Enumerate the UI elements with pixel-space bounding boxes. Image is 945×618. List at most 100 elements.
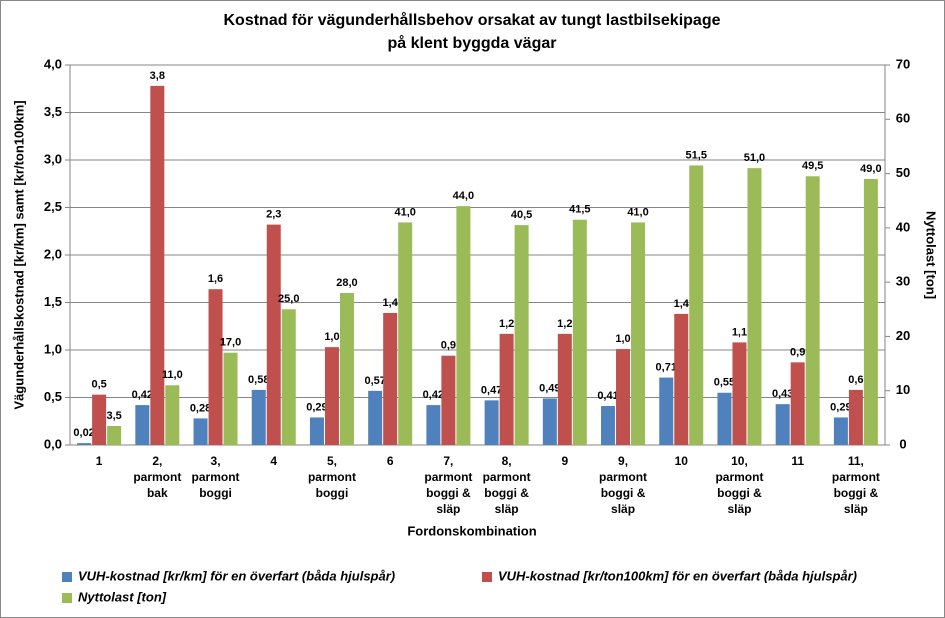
y-tick-label: 2,5 bbox=[44, 199, 62, 214]
y2-tick-label: 60 bbox=[896, 111, 910, 126]
bar bbox=[107, 426, 122, 445]
y-tick-label: 0,0 bbox=[44, 436, 62, 451]
data-label: 0,42 bbox=[132, 389, 153, 401]
bar bbox=[659, 377, 674, 445]
chart-title: på klent byggda vägar bbox=[388, 34, 557, 52]
legend-label: VUH-kostnad [kr/km] för en överfart (båd… bbox=[78, 568, 395, 583]
bar bbox=[514, 225, 529, 445]
data-label: 0,9 bbox=[790, 346, 805, 358]
y-tick-label: 3,0 bbox=[44, 151, 62, 166]
y2-tick-label: 20 bbox=[896, 328, 910, 343]
y-tick-label: 4,0 bbox=[44, 56, 62, 71]
data-label: 3,8 bbox=[150, 70, 165, 82]
bar bbox=[790, 362, 805, 445]
x-tick-label: 4 bbox=[270, 454, 277, 468]
bar bbox=[441, 355, 456, 445]
data-label: 0,47 bbox=[481, 384, 502, 396]
x-tick-label: 3, parmont boggi bbox=[192, 454, 240, 500]
legend-label: Nyttolast [ton] bbox=[78, 589, 167, 604]
chart-title: Kostnad för vägunderhållsbehov orsakat a… bbox=[223, 11, 720, 29]
data-label: 51,0 bbox=[744, 152, 765, 164]
bar bbox=[456, 206, 471, 445]
data-label: 2,3 bbox=[266, 209, 281, 221]
bar bbox=[805, 176, 820, 446]
bar bbox=[674, 313, 689, 445]
bar bbox=[251, 389, 266, 445]
bar bbox=[368, 390, 383, 445]
data-label: 0,42 bbox=[423, 389, 444, 401]
bar bbox=[863, 179, 878, 445]
bar bbox=[77, 443, 92, 445]
data-label: 1,1 bbox=[732, 326, 747, 338]
data-label: 0,57 bbox=[364, 375, 385, 387]
y-tick-label: 2,0 bbox=[44, 246, 62, 261]
bar bbox=[223, 352, 238, 445]
data-label: 0,49 bbox=[539, 382, 560, 394]
data-label: 41,0 bbox=[394, 206, 415, 218]
data-label: 1,2 bbox=[557, 318, 572, 330]
bar bbox=[557, 333, 572, 445]
x-tick-label: 11 bbox=[791, 454, 804, 468]
data-label: 40,5 bbox=[511, 209, 532, 221]
x-tick-label: 5, parmont boggi bbox=[308, 454, 356, 500]
data-label: 0,58 bbox=[248, 374, 269, 386]
data-label: 17,0 bbox=[220, 337, 241, 349]
data-label: 0,43 bbox=[772, 388, 793, 400]
data-label: 0,55 bbox=[714, 377, 735, 389]
data-label: 0,9 bbox=[441, 340, 456, 352]
data-label: 49,0 bbox=[860, 163, 881, 175]
data-label: 1,0 bbox=[615, 333, 630, 345]
y-tick-label: 0,5 bbox=[44, 389, 62, 404]
bar bbox=[484, 400, 499, 445]
y2-tick-label: 50 bbox=[896, 165, 910, 180]
x-tick-label: 7, parmont boggi & släp bbox=[424, 454, 472, 516]
data-label: 3,5 bbox=[106, 410, 121, 422]
bar bbox=[426, 405, 441, 445]
bar bbox=[833, 417, 848, 445]
data-label: 28,0 bbox=[336, 277, 357, 289]
y2-axis-title: Nyttolast [ton] bbox=[924, 211, 939, 299]
data-label: 49,5 bbox=[802, 160, 823, 172]
data-label: 0,29 bbox=[306, 401, 327, 413]
y2-tick-label: 30 bbox=[896, 274, 910, 289]
data-label: 0,41 bbox=[597, 390, 618, 402]
x-tick-label: 10 bbox=[675, 454, 689, 468]
bar bbox=[324, 347, 339, 445]
data-label: 1,0 bbox=[324, 331, 339, 343]
data-label: 0,6 bbox=[848, 374, 863, 386]
data-label: 1,4 bbox=[674, 298, 690, 310]
bar bbox=[383, 312, 398, 445]
bar bbox=[309, 417, 324, 445]
legend-swatch bbox=[482, 572, 492, 582]
bar bbox=[848, 389, 863, 445]
bar bbox=[281, 309, 296, 445]
data-label: 0,02 bbox=[73, 427, 94, 439]
x-tick-label: 10, parmont boggi & släp bbox=[715, 454, 763, 516]
data-label: 0,71 bbox=[656, 361, 677, 373]
data-label: 0,29 bbox=[830, 401, 851, 413]
x-tick-label: 2, parmont bak bbox=[133, 454, 181, 500]
bar bbox=[572, 219, 587, 445]
bar bbox=[398, 222, 413, 445]
y-axis-title: Vägunderhållskostnad [kr/km] samt [kr/to… bbox=[11, 100, 26, 409]
y-tick-label: 1,5 bbox=[44, 294, 62, 309]
bar bbox=[689, 165, 704, 445]
bar bbox=[616, 349, 631, 445]
x-tick-label: 9, parmont boggi & släp bbox=[599, 454, 647, 516]
bar bbox=[775, 404, 790, 445]
bar bbox=[92, 394, 107, 445]
x-axis-title: Fordonskombination bbox=[407, 523, 536, 538]
y2-tick-label: 10 bbox=[896, 382, 910, 397]
bar bbox=[499, 333, 514, 445]
y2-tick-label: 0 bbox=[899, 436, 906, 451]
bar bbox=[601, 406, 616, 445]
bar bbox=[193, 418, 208, 445]
y2-tick-label: 40 bbox=[896, 219, 910, 234]
legend-swatch bbox=[62, 572, 72, 582]
data-label: 1,2 bbox=[499, 318, 514, 330]
legend-label: VUH-kostnad [kr/ton100km] för en överfar… bbox=[498, 568, 857, 583]
x-tick-label: 8, parmont boggi & släp bbox=[483, 454, 531, 516]
bar bbox=[165, 385, 180, 445]
x-tick-label: 6 bbox=[387, 454, 394, 468]
